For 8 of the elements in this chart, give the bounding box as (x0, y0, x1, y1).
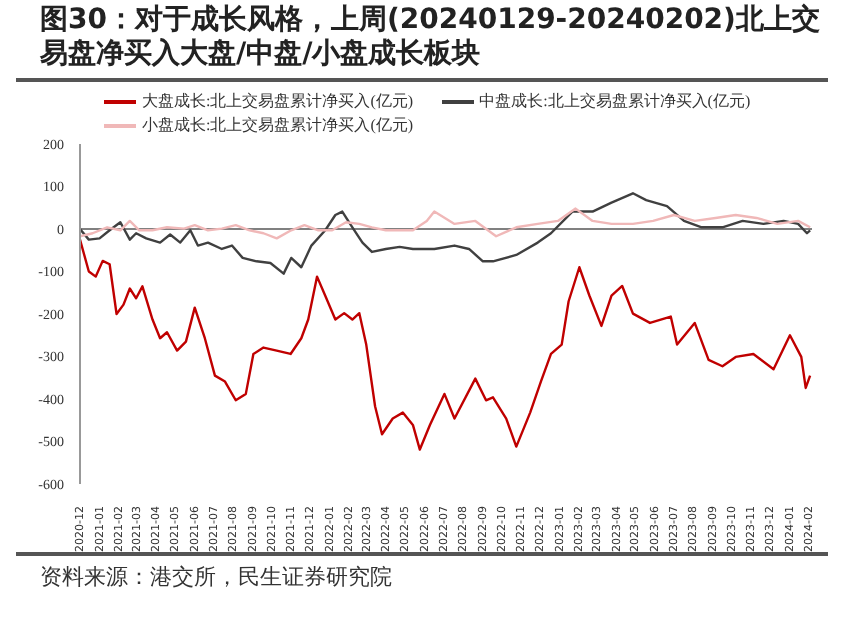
legend-label: 大盘成长:北上交易盘累计净买入(亿元) (142, 90, 414, 112)
text: 资料来源：港交所，民生证券研究院 (38, 562, 394, 594)
line-series (80, 207, 812, 240)
line-series (80, 192, 812, 275)
chart-title: 图30：对于成长风格，上周(20240129-20240202)北上交易盘净买入大盘/中盘/小盘成长板块 (38, 1, 822, 74)
line-series (80, 238, 812, 451)
legend-label: 中盘成长:北上交易盘累计净买入(亿元) (479, 90, 751, 112)
legend-label: 小盘成长:北上交易盘累计净买入(亿元) (142, 114, 414, 136)
